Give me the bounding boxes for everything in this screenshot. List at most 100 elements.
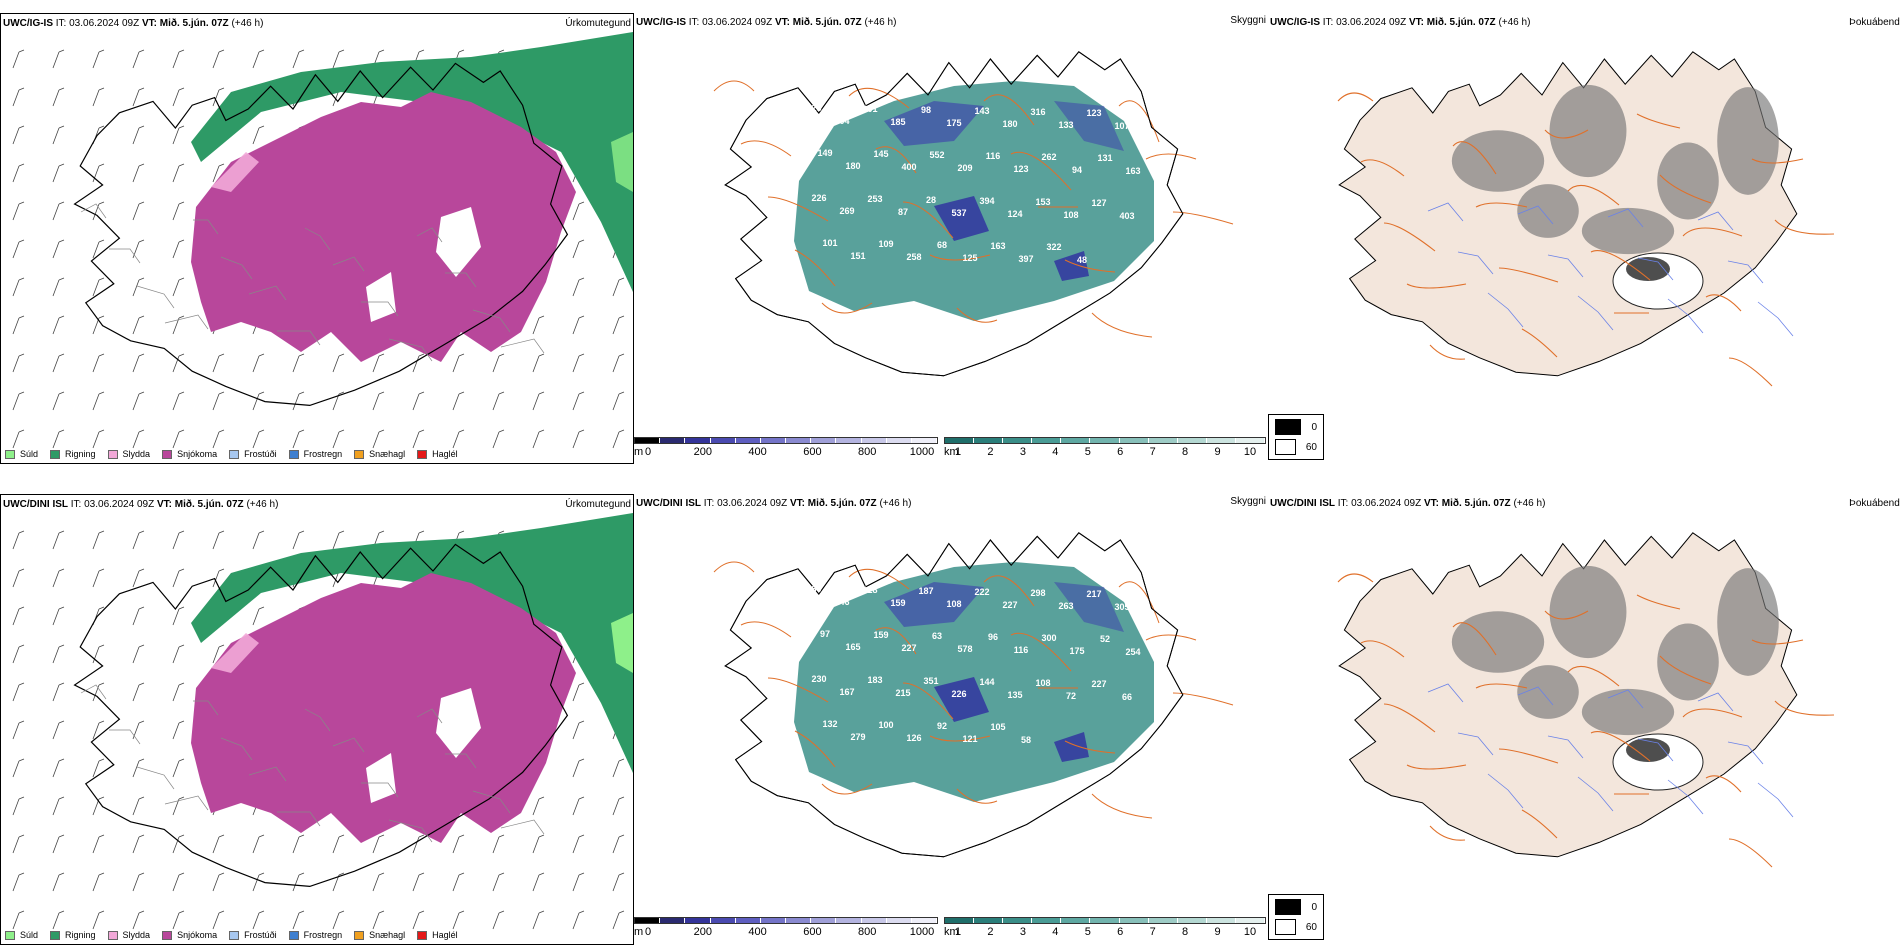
drizzle-area xyxy=(611,132,633,192)
legend-label: Snjókoma xyxy=(177,930,218,940)
legend-swatch xyxy=(5,449,15,459)
cloud-base-label: 263 xyxy=(1058,601,1073,611)
cloud-base-label: 167 xyxy=(839,687,854,697)
colorbar-step xyxy=(1177,438,1207,443)
fog-mask-value: 0 xyxy=(1311,901,1317,913)
colorbar-step xyxy=(1206,918,1236,923)
colorbar-step xyxy=(685,438,711,443)
cloud-base-label: 101 xyxy=(822,238,837,248)
cloud-base-label: 105 xyxy=(990,722,1005,732)
fog-mask-swatch xyxy=(1275,919,1296,935)
cloud-base-label: 146 xyxy=(834,597,849,607)
colorbar-tick: 800 xyxy=(858,926,877,938)
cloud-base-label: 305 xyxy=(1114,602,1129,612)
colorbar-tick: 7 xyxy=(1149,926,1156,938)
cloud-map: 328 304 301 185 98 175 143 180 316 133 123 107 149 18… xyxy=(634,31,1268,451)
colorbar-tick: 5 xyxy=(1084,446,1091,458)
cloud-map: 280 146 128 159 187 108 222 227 298 263 217 305 97 16… xyxy=(634,512,1268,932)
colorbar-step xyxy=(635,918,661,923)
visibility-colorbar-row1: km 1 2 3 4 5 6 7 8 9 10 xyxy=(944,437,1266,458)
legend-swatch xyxy=(162,930,173,940)
panel-title: UWC/DINI ISL IT: 03.06.2024 09Z VT: Mið.… xyxy=(3,499,279,510)
cloud-base-label: 92 xyxy=(937,721,947,731)
colorbar-tick: 2 xyxy=(987,926,994,938)
cloud-base-label: 217 xyxy=(1086,589,1101,599)
cloud-base-label: 227 xyxy=(1002,600,1017,610)
cloud-base-label: 300 xyxy=(1041,633,1056,643)
colorbar-step xyxy=(861,438,887,443)
fog-mask-row: 0 xyxy=(1275,899,1317,915)
legend-item: Súld xyxy=(5,930,38,940)
colorbar-tick: 1000 xyxy=(909,926,935,938)
drizzle-area xyxy=(611,613,633,673)
cloud-base-label: 48 xyxy=(1077,255,1087,265)
cloud-base-label: 68 xyxy=(937,240,947,250)
panel-field-name: Skyggni xyxy=(1230,496,1266,507)
precip-map xyxy=(1,32,633,452)
cloud-base-label: 175 xyxy=(946,118,961,128)
legend-item: Frostúði xyxy=(229,449,277,459)
colorbar-step xyxy=(760,918,787,923)
legend-swatch xyxy=(5,930,15,940)
legend-item: Snjókoma xyxy=(162,449,217,459)
legend-label: Rigning xyxy=(65,930,96,940)
cloud-base-label: 145 xyxy=(873,149,888,159)
cloud-base-label: 222 xyxy=(974,587,989,597)
cloud-base-label: 159 xyxy=(873,630,888,640)
colorbar-tick: 2 xyxy=(987,446,994,458)
colorbar-step xyxy=(911,438,938,443)
colorbar-tick: 0 xyxy=(644,446,652,458)
cloud-base-label: 578 xyxy=(957,644,972,654)
colorbar-ticks: km 1 2 3 4 5 6 7 8 9 10 xyxy=(944,924,1266,938)
colorbar-tick: 3 xyxy=(1019,446,1026,458)
cloud-base-label: 58 xyxy=(1021,735,1031,745)
cloud-base-label: 143 xyxy=(974,106,989,116)
colorbar-step xyxy=(786,918,812,923)
fog-mask-value: 60 xyxy=(1305,921,1317,933)
colorbar-step xyxy=(1032,918,1062,923)
fog-panel-row1: UWC/IG-IS IT: 03.06.2024 09Z VT: Mið. 5.… xyxy=(1268,13,1900,464)
colorbar-step xyxy=(1090,438,1120,443)
colorbar-step xyxy=(710,438,736,443)
cloud-base-label: 149 xyxy=(817,148,832,158)
cloud-base-label: 328 xyxy=(806,103,821,113)
cloud-base-label: 72 xyxy=(1066,691,1076,701)
colorbar-step xyxy=(1235,918,1266,923)
legend-item: Slydda xyxy=(107,930,150,940)
cloud-base-label: 123 xyxy=(1086,108,1101,118)
legend-item: Súld xyxy=(5,449,38,459)
colorbar-step xyxy=(760,438,787,443)
cloud-base-label: 108 xyxy=(1035,678,1050,688)
cloud-base-label: 159 xyxy=(890,598,905,608)
height-colorbar-row1: m 0 200 400 600 800 1000 xyxy=(634,437,938,458)
colorbar-tick: 400 xyxy=(748,446,767,458)
legend-swatch xyxy=(417,930,428,940)
colorbar-step xyxy=(911,918,938,923)
colorbar-step xyxy=(735,438,761,443)
colorbar-step xyxy=(1177,918,1207,923)
colorbar-tick: 1 xyxy=(954,926,962,938)
colorbar-tick: 8 xyxy=(1182,446,1189,458)
colorbar-step xyxy=(1003,918,1033,923)
colorbar-tick: 5 xyxy=(1084,926,1091,938)
precip-panel-row2: UWC/DINI ISL IT: 03.06.2024 09Z VT: Mið.… xyxy=(0,494,634,945)
cloud-base-label: 226 xyxy=(811,193,826,203)
cloud-base-label: 400 xyxy=(901,162,916,172)
legend-label: Frostúði xyxy=(244,930,277,940)
fog-mask-swatch xyxy=(1275,899,1302,915)
cloud-base-label: 63 xyxy=(932,631,942,641)
cloud-base-label: 253 xyxy=(867,194,882,204)
colorbar-ticks: km 1 2 3 4 5 6 7 8 9 10 xyxy=(944,444,1266,458)
panel-field-name: Þokuábendi xyxy=(1849,17,1900,28)
cloud-base-label: 123 xyxy=(1013,164,1028,174)
cloud-base-label: 304 xyxy=(834,116,849,126)
colorbar-tick: 8 xyxy=(1182,926,1189,938)
cloud-base-label: 301 xyxy=(862,104,877,114)
colorbar-unit: m xyxy=(634,446,644,458)
cloud-base-label: 52 xyxy=(1100,634,1110,644)
colorbar-step xyxy=(1119,918,1149,923)
cloud-base-label: 66 xyxy=(1122,692,1132,702)
fog-mask-value: 0 xyxy=(1311,421,1317,433)
precip-map xyxy=(1,513,633,933)
cloud-base-label: 298 xyxy=(1030,588,1045,598)
